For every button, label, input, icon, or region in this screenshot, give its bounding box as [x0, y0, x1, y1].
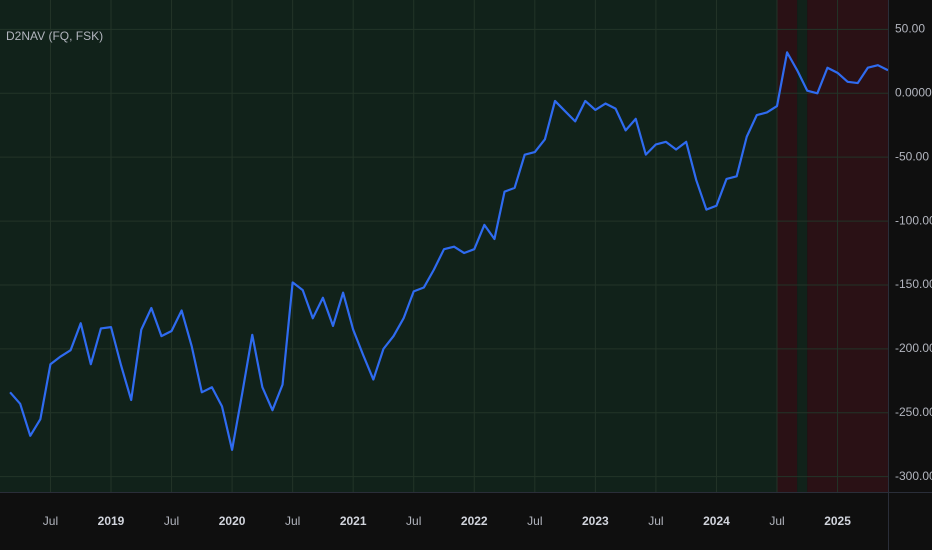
y-tick-label: -300.00	[895, 469, 932, 483]
y-tick-label: -50.00	[895, 149, 929, 163]
y-tick-label: -250.00	[895, 405, 932, 419]
chart-title: D2NAV (FQ, FSK)	[6, 29, 103, 43]
plot	[9, 51, 889, 451]
x-tick-label: Jul	[285, 514, 300, 528]
x-tick-label: Jul	[164, 514, 179, 528]
x-tick-label: Jul	[43, 514, 58, 528]
x-tick-label: 2021	[340, 514, 367, 528]
x-tick-label: Jul	[406, 514, 421, 528]
x-tick-label: Jul	[527, 514, 542, 528]
line-series	[9, 51, 889, 451]
grid	[0, 0, 888, 492]
x-tick-label: 2019	[98, 514, 125, 528]
y-tick-label: 50.00	[895, 22, 925, 36]
y-tick-label: 0.0000	[895, 85, 932, 99]
x-tick-label: Jul	[648, 514, 663, 528]
x-tick-label: 2024	[703, 514, 730, 528]
x-tick-label: 2023	[582, 514, 609, 528]
background-region	[797, 0, 808, 492]
background-region	[807, 0, 888, 492]
x-tick-label: Jul	[769, 514, 784, 528]
x-tick-label: 2025	[824, 514, 851, 528]
background-region	[0, 0, 777, 492]
y-tick-label: -150.00	[895, 277, 932, 291]
x-tick-label: 2020	[219, 514, 246, 528]
y-tick-label: -100.00	[895, 213, 932, 227]
y-tick-label: -200.00	[895, 341, 932, 355]
regions	[0, 0, 888, 492]
background-region	[777, 0, 798, 492]
x-tick-label: 2022	[461, 514, 488, 528]
